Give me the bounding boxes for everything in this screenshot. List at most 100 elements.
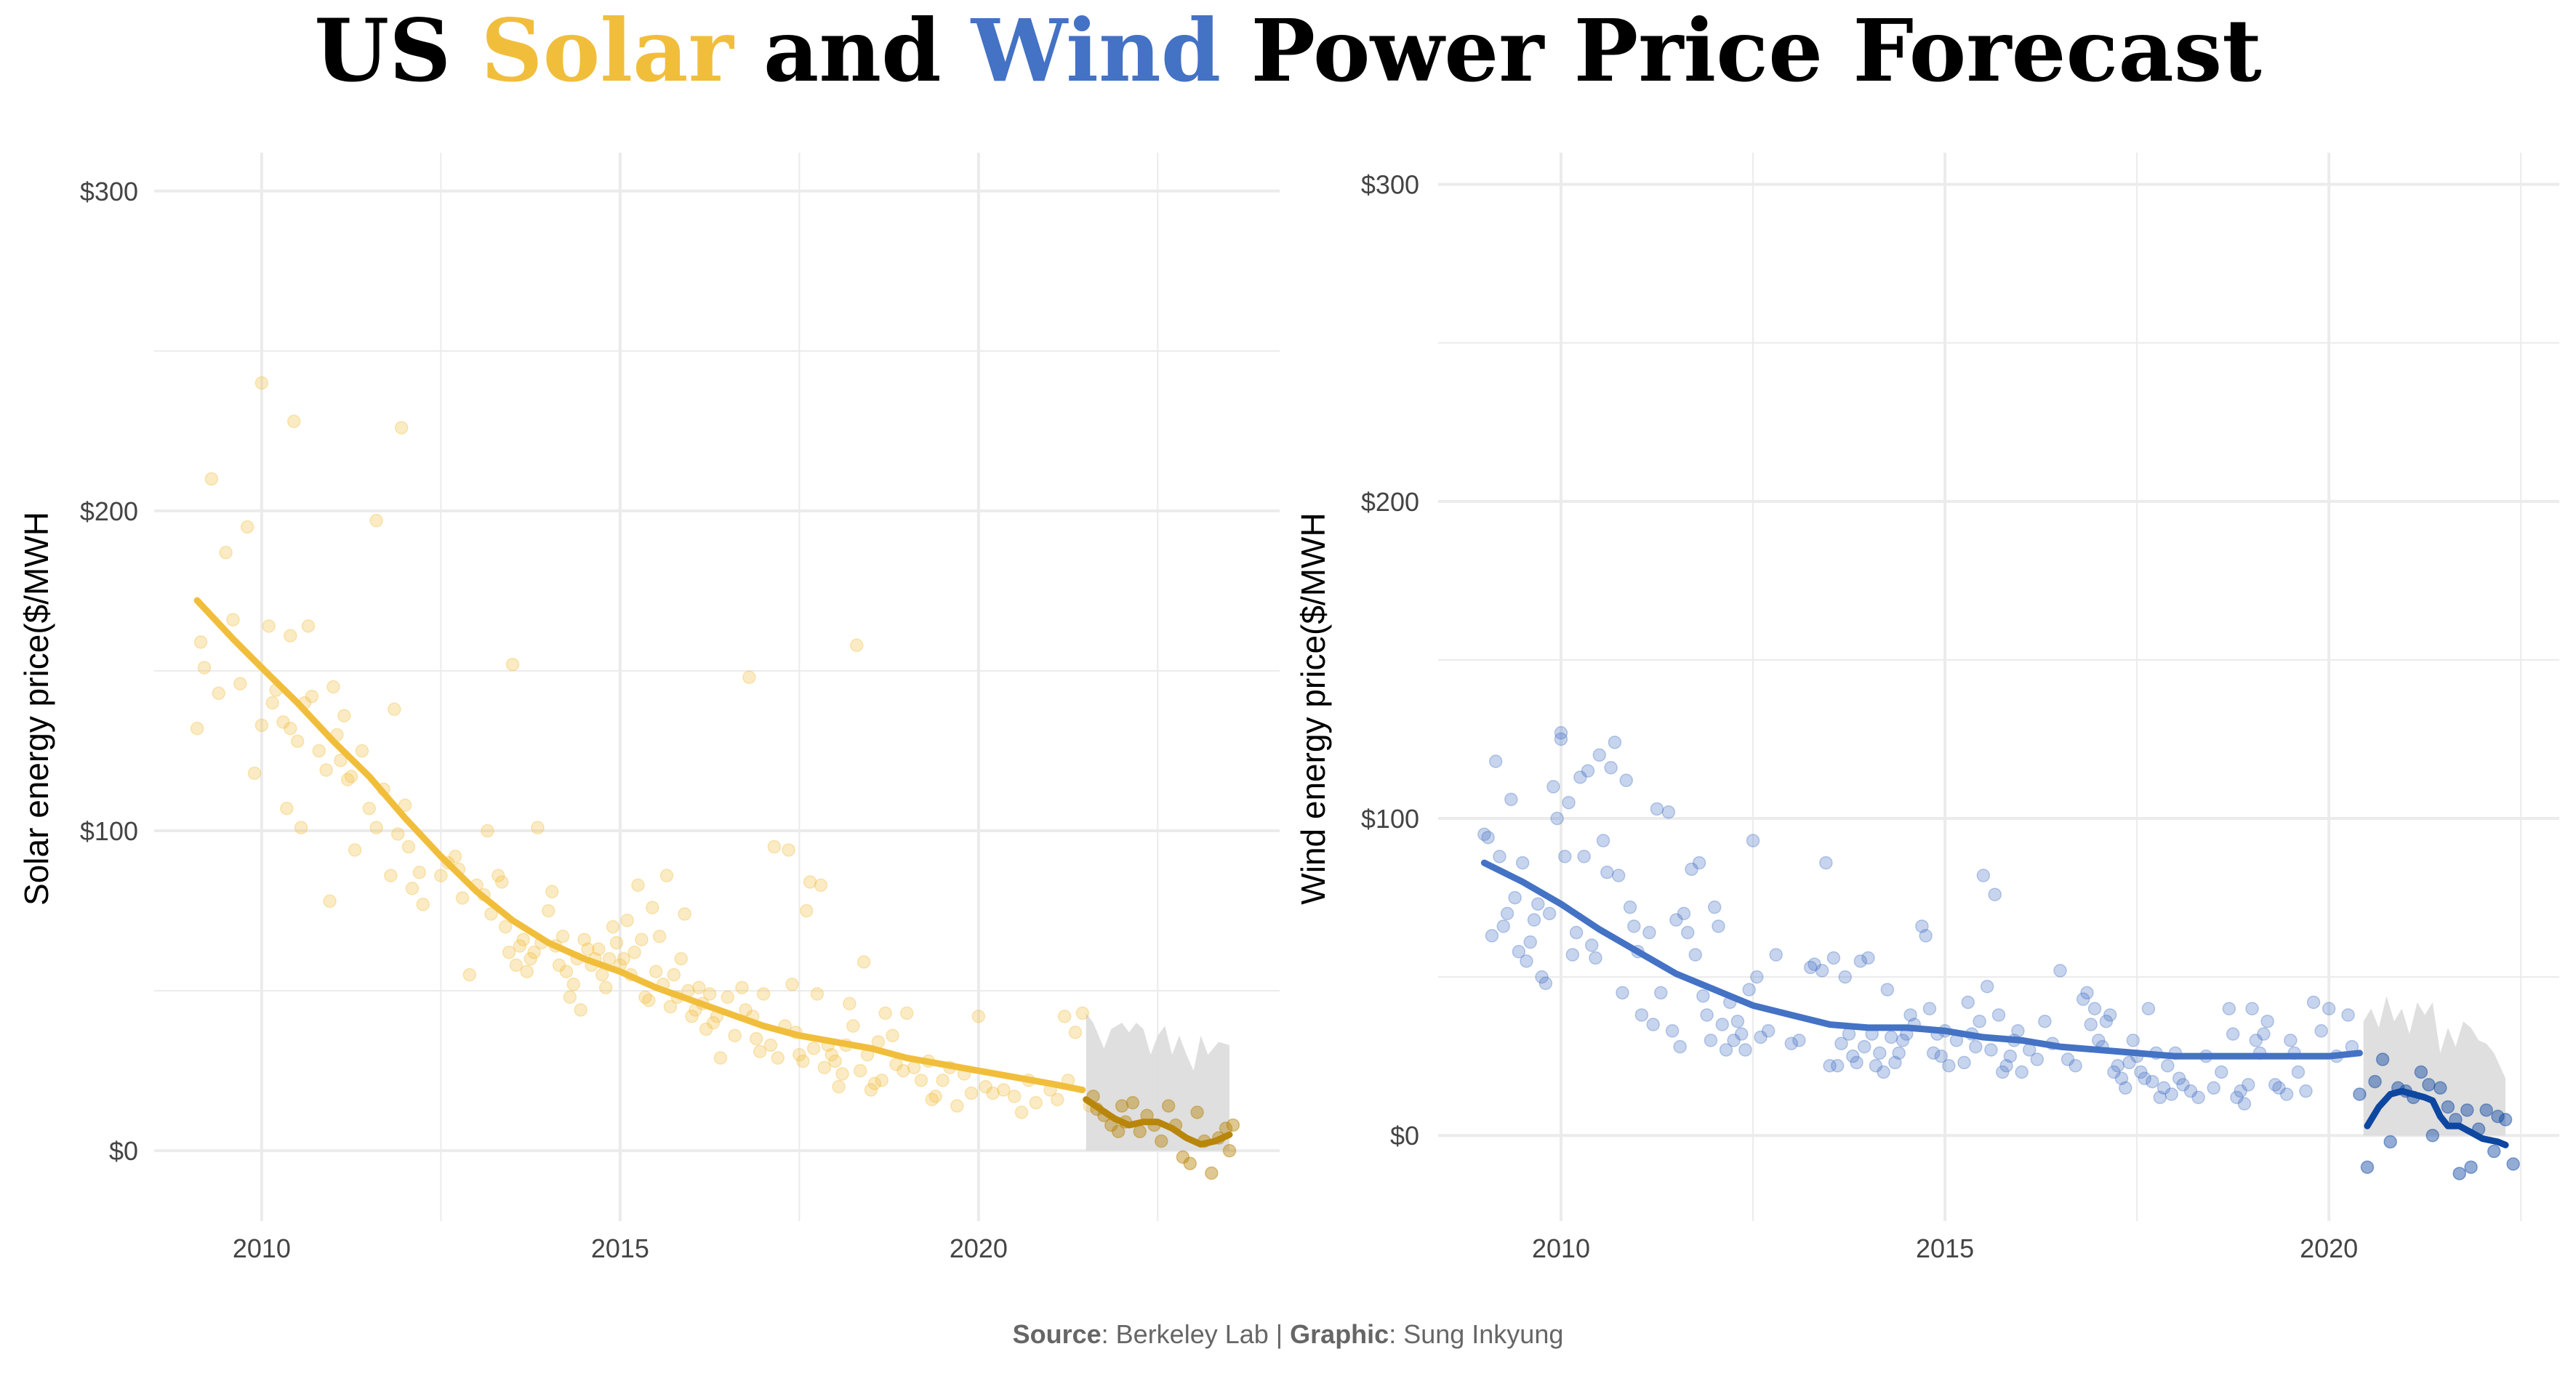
x-tick-label: 2020 <box>2300 1233 2358 1263</box>
data-point <box>667 967 681 982</box>
data-point <box>606 919 620 934</box>
data-point <box>340 773 355 786</box>
forecast-trend-line <box>2364 1087 2509 1148</box>
data-point <box>782 843 795 857</box>
data-point <box>950 1099 964 1113</box>
data-point <box>1508 890 1522 905</box>
data-point <box>247 766 262 781</box>
source-text: : Berkeley Lab | <box>1101 1319 1291 1349</box>
data-point <box>455 891 470 905</box>
forecast-data-point <box>2383 1135 2397 1149</box>
data-point <box>2138 1071 2151 1085</box>
data-point <box>1919 929 1933 943</box>
data-point <box>581 942 595 957</box>
data-point <box>1504 792 1518 807</box>
data-point <box>2084 1018 2098 1031</box>
data-point <box>337 709 351 722</box>
data-point <box>523 951 537 966</box>
x-tick-label: 2010 <box>1532 1233 1590 1263</box>
data-point <box>197 661 212 675</box>
data-point <box>699 1022 713 1036</box>
data-point <box>2107 1065 2121 1079</box>
data-point <box>505 657 520 672</box>
forecast-data-point <box>2433 1081 2447 1095</box>
data-point <box>491 869 505 882</box>
data-point <box>1481 830 1495 845</box>
data-point <box>1589 951 1602 965</box>
data-point <box>434 869 448 882</box>
forecast-data-point <box>2498 1113 2513 1127</box>
data-point <box>369 513 383 528</box>
data-point <box>886 1028 899 1042</box>
data-point <box>2215 1065 2228 1079</box>
data-point <box>1976 869 1991 882</box>
y-tick-label: $100 <box>80 816 138 846</box>
data-point <box>1738 1043 1752 1057</box>
data-point <box>1051 1092 1064 1107</box>
data-point <box>401 839 416 854</box>
data-point <box>1792 1034 1806 1047</box>
data-point <box>753 1044 767 1058</box>
data-point <box>702 987 717 1001</box>
forecast-data-point <box>2360 1160 2375 1175</box>
data-point <box>390 827 405 841</box>
data-point <box>1669 913 1683 927</box>
data-point <box>900 1006 914 1020</box>
data-point <box>864 1083 878 1097</box>
forecast-data-point <box>1183 1156 1197 1171</box>
data-point <box>555 930 570 943</box>
data-point <box>566 978 581 991</box>
forecast-confidence-band <box>2363 996 2506 1136</box>
data-point <box>574 1003 587 1017</box>
data-point <box>2069 1059 2082 1073</box>
data-point <box>1014 1106 1029 1119</box>
data-point <box>1616 986 1629 1000</box>
data-point <box>2314 1024 2328 1038</box>
data-point <box>577 933 591 946</box>
data-point <box>1884 1030 1898 1044</box>
data-point <box>516 933 531 946</box>
data-point <box>692 981 706 994</box>
data-point <box>896 1063 910 1078</box>
data-point <box>799 903 814 918</box>
data-point <box>2183 1084 2198 1098</box>
data-point <box>756 987 771 1001</box>
data-point <box>1742 983 1756 996</box>
forecast-data-point <box>1190 1106 1204 1119</box>
forecast-data-point <box>2487 1144 2501 1159</box>
data-point <box>620 914 635 927</box>
data-point <box>2207 1081 2220 1095</box>
data-point <box>1665 1024 1680 1038</box>
data-point <box>1584 938 1599 952</box>
data-point <box>1704 1034 1718 1047</box>
data-point <box>1826 951 1841 965</box>
data-point <box>2122 1055 2136 1070</box>
data-point <box>1819 855 1833 870</box>
data-point <box>193 635 208 649</box>
forecast-data-point <box>1126 1095 1140 1110</box>
data-point <box>1846 1049 1860 1063</box>
data-point <box>925 1092 939 1107</box>
source-label: Source <box>1012 1319 1102 1349</box>
data-point <box>1573 770 1587 784</box>
data-point <box>226 613 240 627</box>
forecast-data-point <box>2441 1100 2455 1114</box>
source-caption: Source: Berkeley Lab | Graphic: Sung Ink… <box>0 1319 2576 1350</box>
data-point <box>2222 1002 2236 1015</box>
forecast-data-point <box>1161 1099 1176 1113</box>
data-point <box>254 376 269 390</box>
data-point <box>2299 1084 2313 1098</box>
data-point <box>592 942 606 957</box>
data-point <box>742 670 756 685</box>
y-tick-label: $0 <box>1390 1121 1419 1151</box>
data-point <box>2322 1002 2336 1015</box>
title-part3: Power Price Forecast <box>1221 0 2262 101</box>
y-tick-label: $100 <box>1361 804 1419 834</box>
forecast-data-point <box>2452 1167 2466 1180</box>
data-point <box>1888 1055 1902 1070</box>
data-point <box>265 696 279 710</box>
data-point <box>284 629 297 643</box>
data-point <box>2092 1034 2106 1047</box>
data-point <box>810 987 824 1001</box>
data-point <box>2245 1002 2259 1015</box>
